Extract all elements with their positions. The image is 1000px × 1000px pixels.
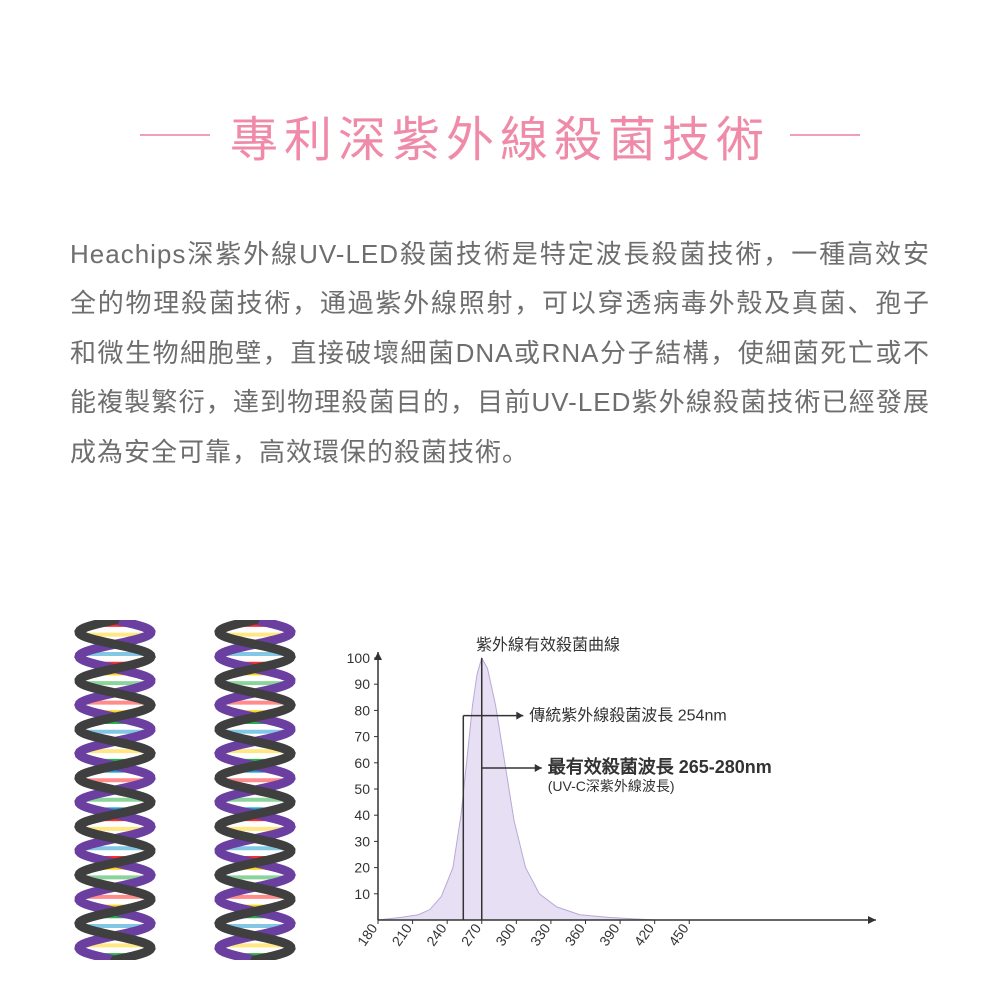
dna-icon <box>210 620 300 960</box>
title-row: 專利深紫外線殺菌技術 <box>70 100 930 170</box>
svg-text:紫外線有效殺菌曲線: 紫外線有效殺菌曲線 <box>476 636 620 654</box>
svg-text:390: 390 <box>596 920 623 948</box>
dna-group <box>70 620 300 960</box>
svg-text:100: 100 <box>347 650 371 666</box>
svg-text:20: 20 <box>354 860 370 876</box>
svg-text:330: 330 <box>527 920 554 948</box>
uv-chart-svg: 10 20 30 40 50 60 70 80 90 100 180 210 240 270 300 330 3… <box>330 630 890 960</box>
svg-text:210: 210 <box>389 920 416 948</box>
svg-text:(UV-C深紫外線波長): (UV-C深紫外線波長) <box>548 778 675 794</box>
lower-row: 10 20 30 40 50 60 70 80 90 100 180 210 240 270 300 330 3… <box>70 590 960 960</box>
uv-chart: 10 20 30 40 50 60 70 80 90 100 180 210 240 270 300 330 3… <box>330 630 960 960</box>
svg-text:450: 450 <box>665 920 692 948</box>
dna-icon <box>70 620 160 960</box>
svg-text:80: 80 <box>354 702 370 718</box>
page-title: 專利深紫外線殺菌技術 <box>230 100 770 170</box>
svg-text:420: 420 <box>631 920 658 948</box>
svg-text:50: 50 <box>354 781 370 797</box>
svg-text:40: 40 <box>354 807 370 823</box>
svg-text:270: 270 <box>458 920 485 948</box>
svg-text:240: 240 <box>423 920 450 948</box>
svg-text:最有效殺菌波長 265-280nm: 最有效殺菌波長 265-280nm <box>548 756 772 777</box>
svg-text:70: 70 <box>354 729 370 745</box>
svg-text:300: 300 <box>492 920 519 948</box>
svg-text:傳統紫外線殺菌波長 254nm: 傳統紫外線殺菌波長 254nm <box>529 707 726 725</box>
svg-text:180: 180 <box>354 920 381 948</box>
title-rule-right <box>790 134 860 136</box>
svg-text:30: 30 <box>354 833 370 849</box>
svg-text:60: 60 <box>354 755 370 771</box>
title-rule-left <box>140 134 210 136</box>
page: 專利深紫外線殺菌技術 Heachips深紫外線UV-LED殺菌技術是特定波長殺菌… <box>0 0 1000 1000</box>
svg-text:360: 360 <box>561 920 588 948</box>
svg-text:90: 90 <box>354 676 370 692</box>
body-paragraph: Heachips深紫外線UV-LED殺菌技術是特定波長殺菌技術，一種高效安全的物… <box>70 230 930 477</box>
svg-text:10: 10 <box>354 886 370 902</box>
